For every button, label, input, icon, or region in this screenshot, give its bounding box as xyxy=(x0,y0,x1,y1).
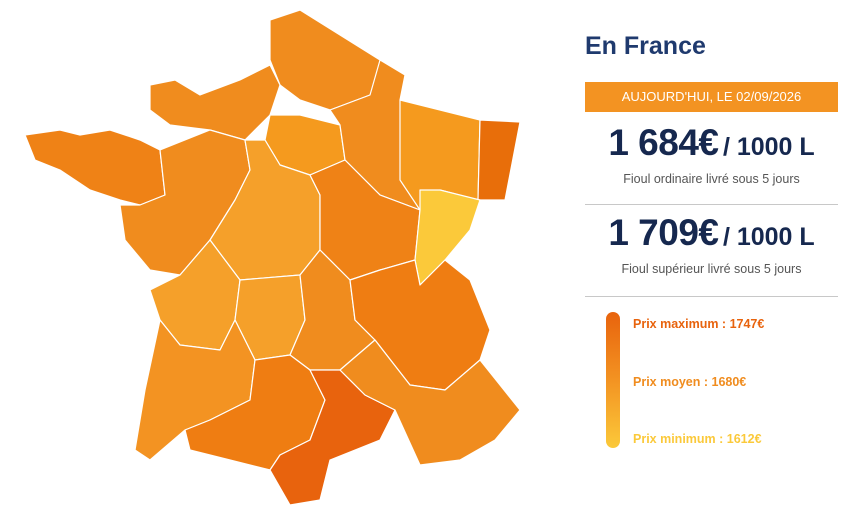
panel-title: En France xyxy=(585,32,706,60)
price: 1 684€ / 1000 L xyxy=(585,122,838,164)
price-unit: / 1000 L xyxy=(722,223,815,251)
date-banner: AUJOURD'HUI, LE 02/09/2026 xyxy=(585,82,838,112)
price-value: 1 684€ xyxy=(608,122,719,163)
legend-gradient xyxy=(606,312,620,448)
region xyxy=(24,129,166,206)
separator xyxy=(585,204,838,205)
price-description: Fioul supérieur livré sous 5 jours xyxy=(621,262,802,276)
price-value: 1 709€ xyxy=(608,212,719,253)
france-map xyxy=(24,9,521,506)
region xyxy=(149,64,281,141)
region xyxy=(339,339,521,466)
region xyxy=(477,119,521,201)
legend-label: Prix maximum : 1747€ xyxy=(633,317,765,331)
separator xyxy=(585,296,838,297)
price: 1 709€ / 1000 L xyxy=(585,212,838,254)
legend-label: Prix moyen : 1680€ xyxy=(633,375,747,389)
legend-label: Prix minimum : 1612€ xyxy=(633,432,762,446)
price-description: Fioul ordinaire livré sous 5 jours xyxy=(623,172,800,186)
price-unit: / 1000 L xyxy=(722,133,815,161)
